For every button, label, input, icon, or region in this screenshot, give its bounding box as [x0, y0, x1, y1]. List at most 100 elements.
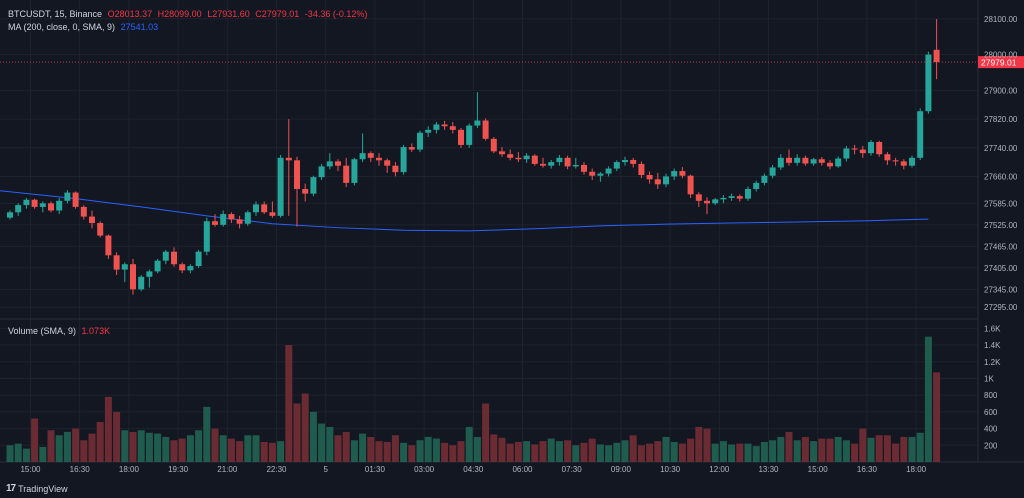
volume-bar — [703, 428, 711, 462]
candle-body — [884, 154, 891, 161]
volume-bar — [908, 436, 916, 462]
volume-bar — [441, 442, 449, 462]
grid — [0, 0, 1024, 463]
volume-bar — [605, 445, 613, 462]
volume-bar — [547, 438, 555, 462]
volume-bar — [285, 345, 293, 462]
symbol-label: BTCUSDT, 15, Binance — [8, 9, 103, 19]
volume-bar — [236, 441, 244, 462]
candle-body — [736, 196, 743, 199]
volume-bar — [383, 441, 391, 462]
symbol-legend: BTCUSDT, 15, Binance O28013.37 H28099.00… — [8, 9, 370, 19]
volume-bar — [736, 443, 744, 462]
price-tick-label: 27405.00 — [984, 264, 1018, 273]
candle-body — [925, 54, 932, 112]
volume-bar — [80, 440, 88, 462]
volume-bar — [227, 438, 235, 462]
price-tick-label: 27740.00 — [984, 144, 1018, 153]
candle-body — [843, 148, 850, 159]
price-tick-label: 28000.00 — [984, 51, 1018, 60]
candle-body — [236, 219, 243, 224]
candle-body — [130, 264, 136, 290]
candle-body — [294, 160, 300, 189]
volume-axis: 1.6K 1.4K 1.2K 1K 800 600 400 200 — [984, 324, 1001, 450]
price-tick-label: 27465.00 — [984, 242, 1018, 251]
tradingview-logo[interactable]: 17 TradingView — [6, 483, 68, 494]
chart-canvas[interactable]: 27979.01 28100.00 28000.00 27900.00 27820.0… — [0, 0, 1024, 480]
volume-bar — [695, 426, 703, 462]
volume-bar — [859, 428, 867, 462]
candle-body — [900, 161, 907, 166]
volume-bar — [350, 440, 358, 462]
candle-body — [794, 157, 801, 163]
candle-body — [646, 175, 653, 180]
footer: 17 TradingView — [0, 480, 1024, 498]
last-price-badge — [978, 56, 1024, 69]
volume-bar — [654, 441, 662, 462]
volume-bar — [14, 443, 22, 462]
volume-tick-label: 400 — [984, 425, 998, 434]
candle-body — [851, 148, 858, 150]
tradingview-logo-icon: 17 — [6, 483, 16, 494]
volume-bar — [514, 441, 522, 462]
volume-bar — [465, 426, 473, 462]
volume-bar — [760, 441, 768, 462]
candle-body — [441, 124, 448, 127]
time-tick-label: 18:00 — [119, 465, 140, 474]
candle-body — [179, 264, 186, 271]
volume-legend[interactable]: Volume (SMA, 9) 1.073K — [8, 326, 113, 336]
candle-body — [146, 271, 153, 277]
candle-body — [121, 264, 128, 270]
candle-body — [400, 147, 407, 173]
volume-bar — [687, 438, 695, 462]
volume-bar — [588, 438, 596, 462]
volume-bar — [293, 403, 301, 462]
ma-200-line — [0, 190, 929, 232]
volume-bar — [490, 434, 498, 462]
time-tick-label: 19:30 — [168, 465, 189, 474]
candle-body — [933, 49, 940, 63]
time-tick-label: 07:30 — [562, 465, 583, 474]
candle-body — [285, 157, 292, 161]
candle-body — [712, 199, 719, 204]
ma-legend[interactable]: MA (200, close, 0, SMA, 9) 27541.03 — [8, 22, 161, 32]
volume-bar — [785, 431, 793, 462]
candle-body — [39, 203, 46, 207]
candle-body — [720, 197, 727, 200]
time-tick-label: 10:30 — [660, 465, 681, 474]
volume-bar — [498, 437, 506, 462]
candle-body — [671, 171, 678, 177]
price-tick-label: 27660.00 — [984, 172, 1018, 181]
volume-bar — [892, 443, 900, 462]
volume-bar — [326, 426, 334, 462]
volume-bar — [375, 441, 383, 462]
candle-body — [433, 124, 440, 130]
candle-body — [523, 155, 530, 160]
candle-body — [23, 199, 30, 206]
volume-bar — [121, 430, 129, 462]
candle-body — [630, 159, 637, 164]
close-value: C27979.01 — [255, 9, 300, 19]
price-tick-label: 27525.00 — [984, 221, 1018, 230]
volume-bar — [555, 441, 563, 462]
candle-body — [589, 171, 596, 176]
volume-bar — [883, 435, 891, 462]
candle-body — [417, 132, 423, 150]
volume-bar — [818, 438, 826, 462]
candle-body — [597, 173, 604, 176]
candle-body — [917, 111, 924, 158]
volume-bar — [564, 440, 572, 462]
time-axis: 15:00 16:30 18:00 19:30 21:00 22:30 5 01:30 03:0… — [20, 465, 926, 474]
candle-body — [89, 216, 95, 224]
candle-body — [769, 167, 776, 176]
candle-body — [745, 188, 751, 199]
volume-bar — [129, 431, 137, 462]
volume-bar — [408, 445, 416, 462]
candle-body — [679, 171, 686, 176]
volume-bar — [47, 430, 55, 462]
candle-body — [761, 175, 768, 183]
candle-body — [154, 260, 161, 272]
volume-bar — [572, 445, 580, 462]
brand-name: TradingView — [18, 483, 68, 494]
volume-bar — [6, 445, 14, 462]
